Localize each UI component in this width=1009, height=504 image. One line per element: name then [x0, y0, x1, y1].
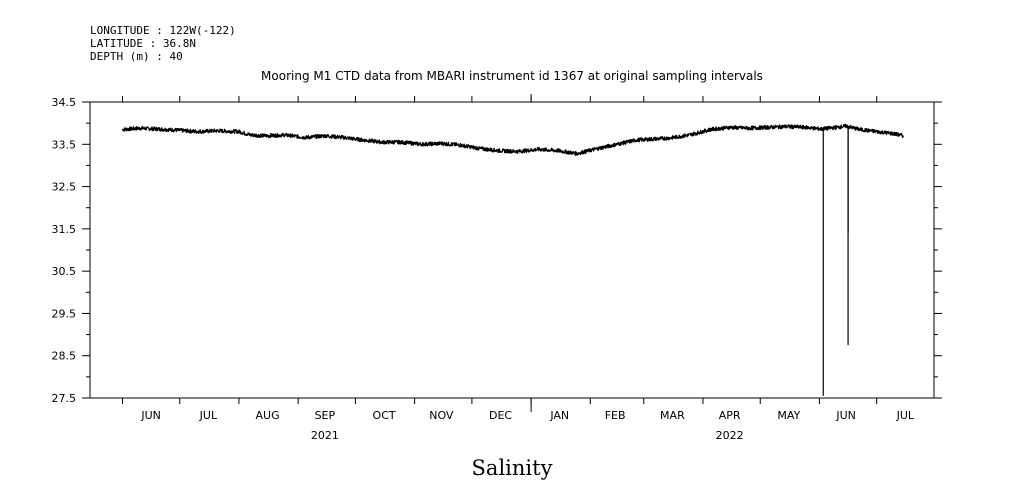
x-month-label: NOV — [429, 409, 454, 422]
chart-title: Mooring M1 CTD data from MBARI instrumen… — [261, 69, 763, 83]
y-axis: 34.5 33.5 32.5 31.5 30.5 29.5 28.5 27.5 — [52, 96, 942, 405]
longitude-label: LONGITUDE : 122W(-122) — [90, 24, 236, 37]
x-month-label: JUN — [140, 409, 161, 422]
x-year-label: 2022 — [716, 429, 744, 442]
x-month-label: DEC — [489, 409, 512, 422]
y-axis-label: Salinity — [472, 456, 553, 480]
x-month-label: FEB — [605, 409, 626, 422]
x-month-label: JUL — [199, 409, 218, 422]
latitude-label: LATITUDE : 36.8N — [90, 37, 196, 50]
x-axis: JUN JUL AUG SEP OCT NOV DEC JAN FEB MAR APR MAY JUN J… — [121, 94, 915, 442]
x-month-label: MAY — [777, 409, 800, 422]
y-tick-label: 33.5 — [52, 138, 77, 151]
y-tick-label: 31.5 — [52, 223, 77, 236]
x-month-label: MAR — [660, 409, 685, 422]
x-month-label: JUL — [896, 409, 915, 422]
y-tick-label: 29.5 — [52, 307, 77, 320]
depth-label: DEPTH (m) : 40 — [90, 50, 183, 63]
x-month-label: SEP — [315, 409, 336, 422]
y-tick-label: 30.5 — [52, 265, 77, 278]
plot-frame — [89, 101, 935, 399]
series-layer — [122, 123, 904, 396]
y-tick-label: 27.5 — [52, 392, 77, 405]
x-month-label: JAN — [549, 409, 569, 422]
y-tick-label: 34.5 — [52, 96, 77, 109]
y-tick-label: 28.5 — [52, 350, 77, 363]
x-month-label: JUN — [835, 409, 856, 422]
salinity-line — [122, 123, 904, 156]
x-month-label: AUG — [256, 409, 280, 422]
x-month-label: OCT — [373, 409, 396, 422]
y-tick-label: 32.5 — [52, 181, 77, 194]
x-year-label: 2021 — [311, 429, 339, 442]
x-month-label: APR — [719, 409, 741, 422]
